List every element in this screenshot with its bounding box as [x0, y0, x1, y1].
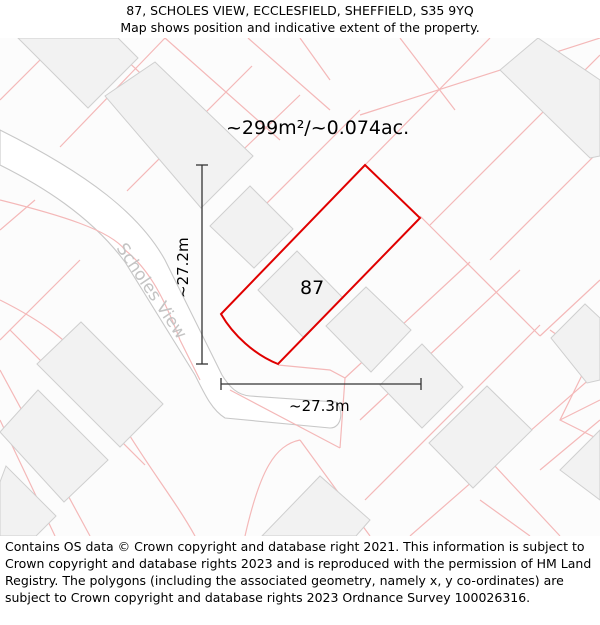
property-map[interactable]: ~299m²/~0.074ac. 87 Scholes View ~27.2m …	[0, 38, 600, 536]
height-dimension-label: ~27.2m	[174, 237, 192, 298]
attribution-text: Contains OS data © Crown copyright and d…	[5, 539, 592, 605]
property-address: 87, SCHOLES VIEW, ECCLESFIELD, SHEFFIELD…	[126, 3, 474, 18]
height-dimension-line	[196, 164, 208, 365]
map-subtitle: Map shows position and indicative extent…	[120, 20, 480, 35]
width-dimension-line	[220, 378, 422, 390]
map-header: 87, SCHOLES VIEW, ECCLESFIELD, SHEFFIELD…	[0, 0, 600, 38]
subject-property-boundary[interactable]	[219, 163, 422, 366]
width-dimension-label: ~27.3m	[289, 397, 350, 415]
property-number-label: 87	[300, 277, 324, 299]
area-label: ~299m²/~0.074ac.	[226, 117, 409, 139]
buildings	[0, 38, 600, 536]
road-scholes-view	[0, 129, 342, 429]
